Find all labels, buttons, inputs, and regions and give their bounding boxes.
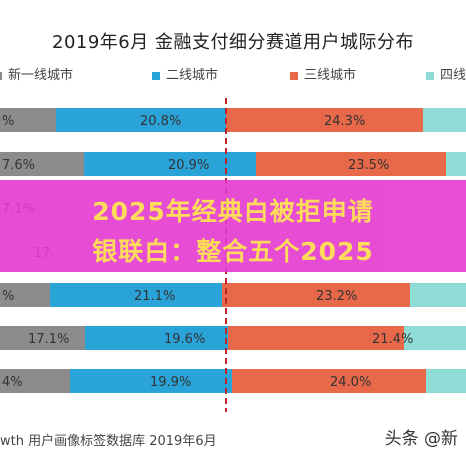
bar-segment [0,369,70,393]
legend-swatch [426,71,434,80]
legend: 新一线城市 二线城市 三线城市 四线 [0,64,466,86]
bar-value-label: 23.5% [348,158,389,173]
bar-segment [0,152,84,176]
bar-value-label: 17.1% [28,332,69,347]
chart-title: 2019年6月 金融支付细分赛道用户城际分布 [52,32,414,53]
legend-swatch [0,71,2,80]
legend-label: 新一线城市 [8,68,74,83]
legend-item-tier3: 三线城市 [290,64,356,83]
bar-segment [222,283,410,307]
bar-value-label: 24.0% [330,375,371,390]
bar-value-label: 19.9% [150,375,191,390]
bar-segment [232,369,426,393]
bar-value-label: 7.6% [2,158,35,173]
overlay-line-2: 银联白：整合五个2025 [92,237,374,266]
legend-item-tier4: 四线 [426,64,466,83]
watermark: 头条 @新 [384,429,458,449]
bar-value-label: 19.6% [164,332,205,347]
bar-segment [0,283,50,307]
bar-value-label: 4% [2,375,23,390]
bar-segment [446,152,466,176]
legend-item-tier2: 二线城市 [152,64,218,83]
bar-segment [426,369,466,393]
bar-segment [50,283,222,307]
bar-value-label: 21.4% [372,332,413,347]
bar-value-label: 23.2% [316,289,357,304]
bar-value-label: 24.3% [324,114,365,129]
bar-value-label: % [2,114,14,129]
bar-segment [404,326,466,350]
bar-segment [226,108,423,132]
bar-segment [423,108,466,132]
bar-segment [85,326,228,350]
bar-segment [0,108,56,132]
source-note: wth 用户画像标签数据库 2019年6月 [0,434,217,449]
bar-segment [70,369,232,393]
legend-label: 四线 [440,68,466,83]
legend-label: 二线城市 [166,68,219,83]
bar-value-label: 20.8% [140,114,181,129]
bar-value-label: % [2,289,14,304]
bar-segment [256,152,446,176]
bar-segment [228,326,404,350]
overlay-banner: 2025年经典白被拒申请 银联白：整合五个2025 [0,180,466,272]
legend-label: 三线城市 [304,68,357,83]
overlay-line-1: 2025年经典白被拒申请 [92,197,374,226]
bar-segment [410,283,466,307]
legend-swatch [290,71,298,80]
legend-item-tier1-new: 新一线城市 [0,64,73,83]
bar-value-label: 21.1% [134,289,175,304]
bar-segment [0,326,85,350]
bar-value-label: 20.9% [168,158,209,173]
legend-swatch [152,71,160,80]
bar-segment [56,108,226,132]
bar-segment [84,152,256,176]
